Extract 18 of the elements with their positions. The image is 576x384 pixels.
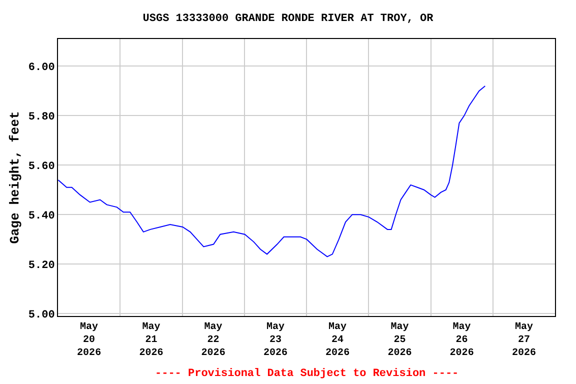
y-tick-label: 5.20	[28, 260, 55, 272]
x-tick-label: May 27 2026	[512, 322, 536, 359]
y-tick-label: 5.00	[28, 309, 55, 322]
x-tick-label: May 25 2026	[388, 322, 412, 359]
y-tick-label: 5.80	[28, 112, 55, 124]
x-tick-label: May 24 2026	[326, 322, 350, 359]
chart-title: USGS 13333000 GRANDE RONDE RIVER AT TROY, OR	[142, 13, 434, 26]
y-tick-label: 5.40	[28, 210, 55, 222]
x-tick-label: May 20 2026	[77, 322, 102, 359]
line-series	[58, 85, 486, 258]
text: ---- Provisional Data Subject to Revision ----	[155, 368, 459, 380]
x-tick-label: May 26 2026	[450, 322, 474, 359]
x-tick-label: May 21 2026	[139, 322, 164, 359]
y-axis-title: Gage height, feet	[7, 111, 22, 244]
x-tick-label: May 22 2026	[201, 322, 226, 359]
y-tick-label: 6.00	[28, 62, 55, 74]
y-tick-label: 5.60	[28, 160, 55, 173]
x-tick-label: May 23 2026	[263, 322, 288, 359]
